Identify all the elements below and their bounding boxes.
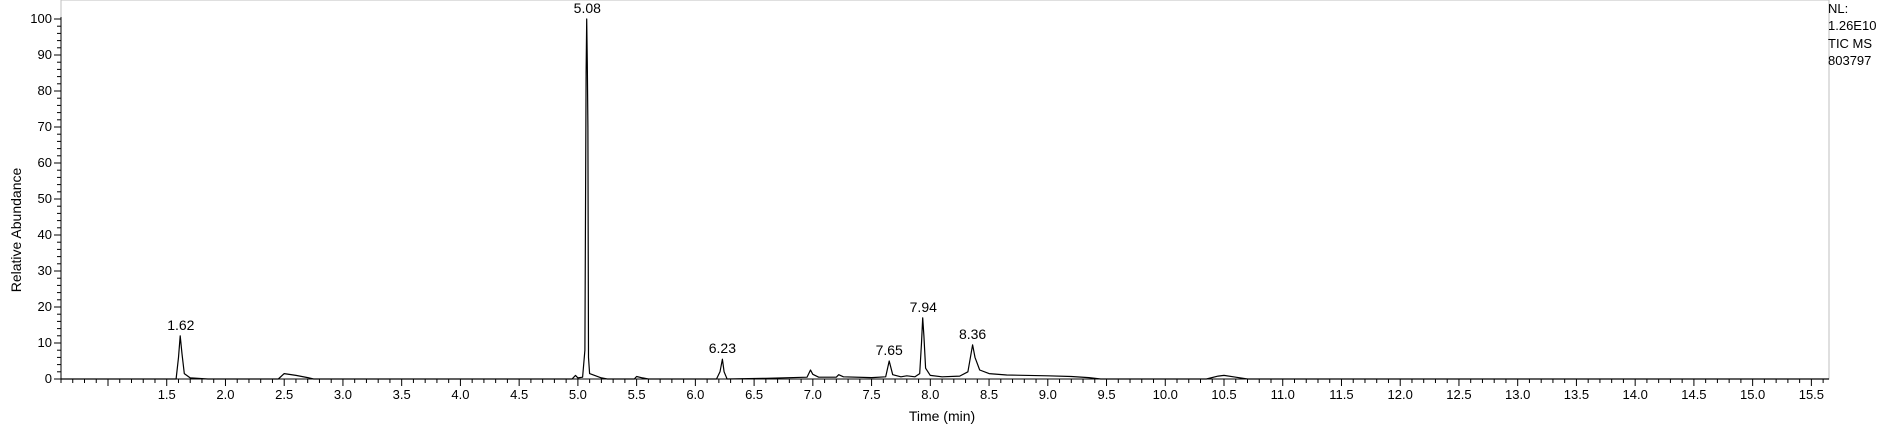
peak-labels: 1.62 5.08 6.23 7.65 7.94 8.36 <box>167 0 986 358</box>
y-tick-label: 60 <box>38 155 52 170</box>
y-axis: 0 10 20 30 40 50 60 70 80 90 100 <box>30 11 62 386</box>
x-tick-label: 14.5 <box>1681 387 1706 402</box>
y-tick-label: 80 <box>38 83 52 98</box>
peak-label: 7.65 <box>876 342 903 358</box>
peak-label: 1.62 <box>167 317 194 333</box>
trace-label: TIC MS <box>1828 36 1873 51</box>
x-tick-label: 14.0 <box>1623 387 1648 402</box>
peak-label: 8.36 <box>959 326 986 342</box>
x-tick-label: 3.5 <box>393 387 411 402</box>
y-axis-title: Relative Abundance <box>8 168 24 293</box>
x-tick-label: 5.5 <box>628 387 646 402</box>
x-tick-label: 4.0 <box>451 387 469 402</box>
x-tick-label: 5.0 <box>569 387 587 402</box>
y-tick-label: 20 <box>38 299 52 314</box>
y-tick-label: 100 <box>30 11 52 26</box>
y-tick-label: 70 <box>38 119 52 134</box>
x-tick-label: 11.5 <box>1329 387 1353 402</box>
y-tick-label: 10 <box>38 335 52 350</box>
peak-label: 5.08 <box>574 0 601 16</box>
x-tick-label: 8.5 <box>980 387 998 402</box>
file-id: 803797 <box>1828 53 1872 68</box>
plot-frame <box>60 0 1830 380</box>
x-tick-label: 10.0 <box>1153 387 1178 402</box>
y-tick-label: 50 <box>38 191 52 206</box>
x-tick-label: 6.5 <box>745 387 763 402</box>
peak-label: 6.23 <box>709 340 736 356</box>
x-tick-label: 1.5 <box>158 387 176 402</box>
nl-label: NL: <box>1828 1 1849 16</box>
x-tick-label: 9.0 <box>1039 387 1057 402</box>
x-tick-label: 13.5 <box>1564 387 1589 402</box>
x-tick-label: 10.5 <box>1211 387 1236 402</box>
x-tick-label: 2.0 <box>216 387 234 402</box>
x-tick-label: 11.0 <box>1271 387 1295 402</box>
nl-value: 1.26E10 <box>1828 18 1877 33</box>
y-tick-label: 0 <box>45 371 52 386</box>
x-tick-label: 3.0 <box>334 387 352 402</box>
x-tick-label: 7.5 <box>863 387 881 402</box>
x-tick-label: 9.5 <box>1097 387 1115 402</box>
peak-label: 7.94 <box>910 299 937 315</box>
x-tick-label: 7.0 <box>804 387 822 402</box>
y-tick-label: 40 <box>38 227 52 242</box>
x-tick-label: 15.5 <box>1799 387 1824 402</box>
x-axis-title: Time (min) <box>909 408 975 424</box>
x-tick-label: 4.5 <box>510 387 528 402</box>
x-tick-label: 15.0 <box>1740 387 1765 402</box>
x-tick-label: 2.5 <box>275 387 293 402</box>
x-tick-label: 12.5 <box>1446 387 1471 402</box>
x-tick-label: 13.0 <box>1505 387 1530 402</box>
series-layer <box>61 18 1829 380</box>
tic-trace <box>61 18 1829 380</box>
x-axis: 1.5 2.0 2.5 3.0 3.5 4.0 4.5 5.0 5.5 6.0 6.5 7.0 7.5 8… <box>60 378 1829 402</box>
x-tick-label: 8.0 <box>921 387 939 402</box>
x-tick-label: 6.0 <box>686 387 704 402</box>
x-tick-label: 12.0 <box>1388 387 1413 402</box>
y-tick-label: 30 <box>38 263 52 278</box>
y-tick-label: 90 <box>38 47 52 62</box>
